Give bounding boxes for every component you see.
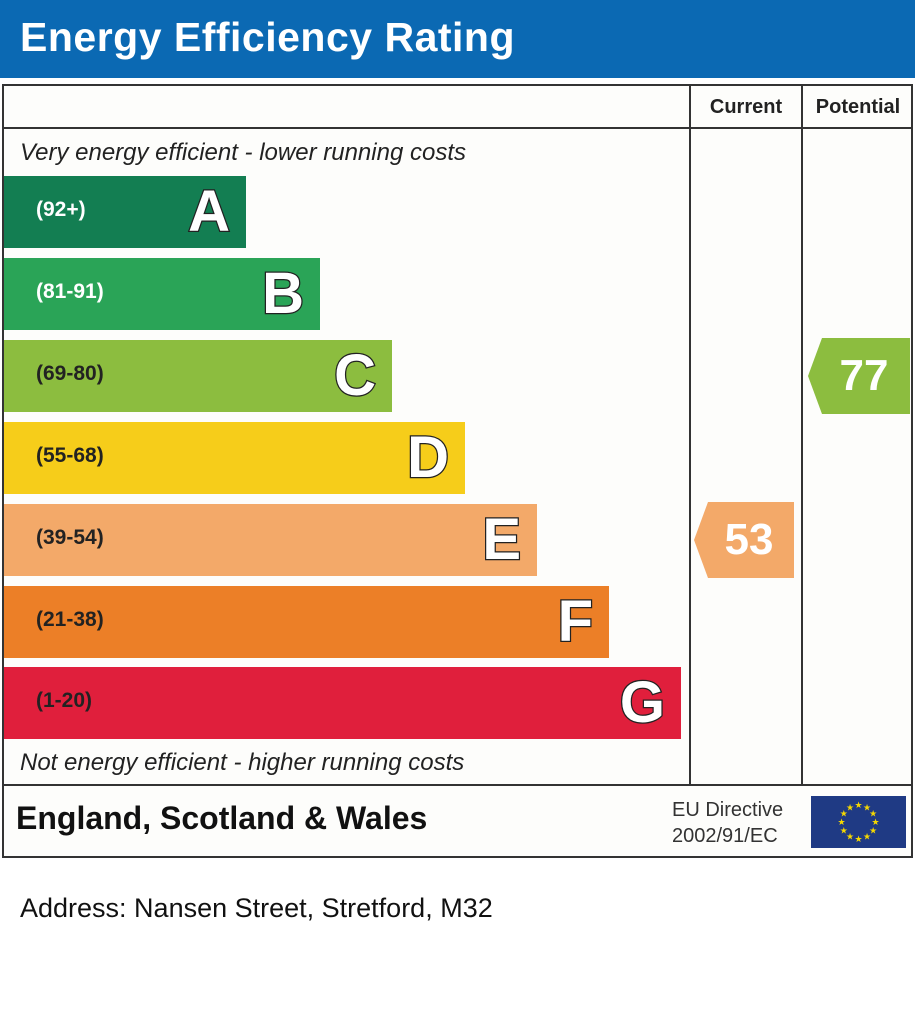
band-range: (21-38)	[36, 608, 104, 631]
star-icon: ★	[846, 802, 854, 812]
top-note: Very energy efficient - lower running co…	[20, 139, 466, 166]
band-letter: B	[261, 260, 305, 328]
band-letter: A	[187, 178, 231, 246]
band-e-bar: (39-54) E	[4, 504, 537, 576]
star-icon: ★	[854, 834, 862, 844]
star-icon: ★	[863, 832, 871, 842]
band-g-bar: (1-20) G	[4, 667, 681, 739]
band-a-bar: (92+) A	[4, 176, 246, 248]
eu-directive: EU Directive 2002/91/EC	[672, 797, 783, 849]
header-bar	[0, 0, 915, 78]
star-icon: ★	[840, 826, 848, 836]
band-letter: C	[333, 342, 377, 410]
star-icon: ★	[869, 809, 877, 819]
band-b-bar: (81-91) B	[4, 258, 320, 330]
star-icon: ★	[863, 802, 871, 812]
band-range: (55-68)	[36, 444, 104, 467]
directive-line-1: EU Directive	[672, 799, 784, 821]
band-c-bar: (69-80) C	[4, 340, 392, 412]
band-range: (1-20)	[36, 689, 93, 712]
star-icon: ★	[846, 832, 854, 842]
band-f-bar: (21-38) F	[4, 586, 609, 658]
star-icon: ★	[854, 800, 862, 810]
divider	[2, 127, 913, 129]
divider	[689, 84, 691, 786]
page-title: Energy Efficiency Rating	[20, 14, 516, 60]
band-letter: G	[619, 669, 667, 737]
star-icon: ★	[840, 809, 848, 819]
band-letter: F	[556, 588, 594, 656]
band-range: (92+)	[36, 198, 86, 221]
eu-flag-icon: ★ ★ ★ ★ ★ ★ ★ ★ ★ ★ ★ ★	[811, 796, 906, 848]
band-range: (81-91)	[36, 280, 104, 303]
band-letter: E	[481, 506, 522, 574]
bottom-note: Not energy efficient - higher running co…	[20, 749, 465, 776]
address: Address: Nansen Street, Stretford, M32	[20, 893, 493, 923]
band-range: (69-80)	[36, 362, 104, 385]
potential-column-header: Potential	[815, 96, 901, 118]
star-icon: ★	[871, 817, 879, 827]
divider	[2, 784, 913, 786]
star-icon: ★	[869, 826, 877, 836]
band-d-bar: (55-68) D	[4, 422, 465, 494]
band-letter: D	[406, 424, 450, 492]
star-icon: ★	[837, 817, 845, 827]
band-range: (39-54)	[36, 526, 104, 549]
potential-rating-arrow: 77	[808, 338, 910, 414]
divider	[801, 84, 803, 786]
current-column-header: Current	[709, 96, 783, 118]
directive-line-2: 2002/91/EC	[672, 825, 778, 847]
current-rating-arrow: 53	[694, 502, 794, 578]
country-label: England, Scotland & Wales	[16, 800, 428, 836]
